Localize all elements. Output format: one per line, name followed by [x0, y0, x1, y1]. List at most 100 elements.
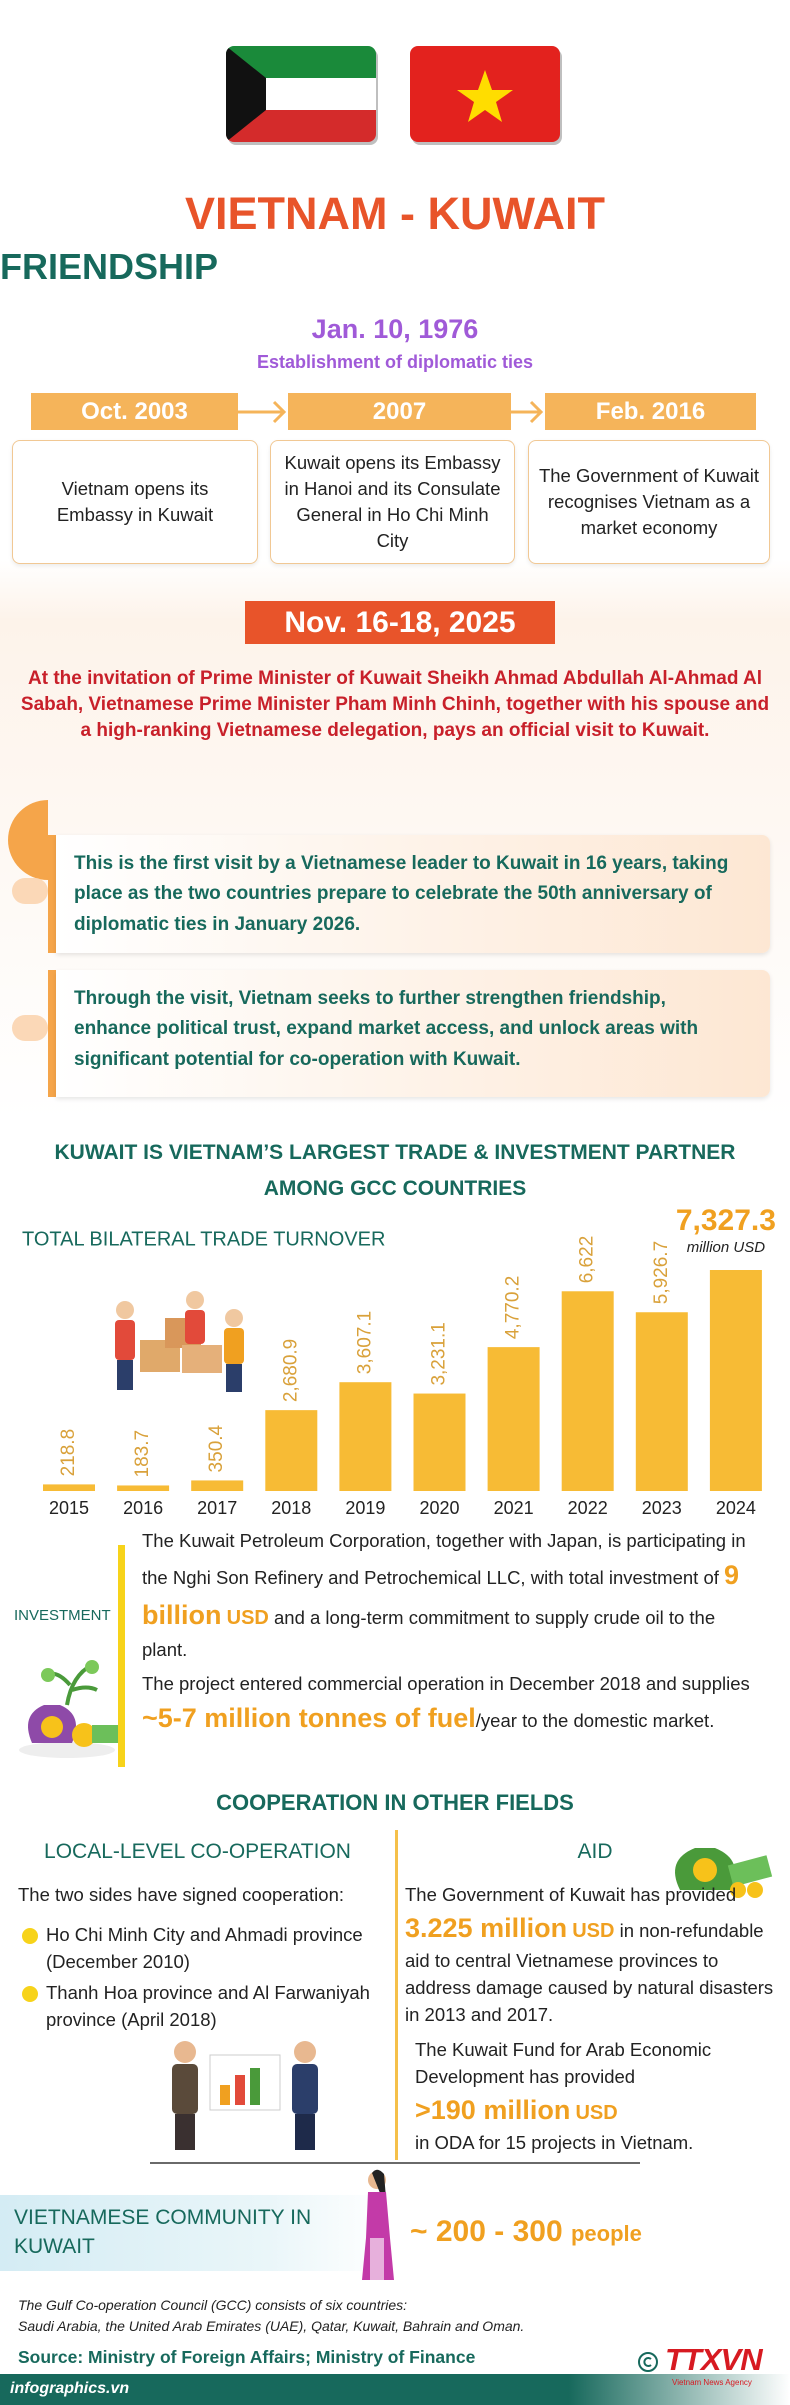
timeline-arrow: [238, 400, 287, 424]
bar: [561, 1291, 614, 1491]
community-value: ~ 200 - 300 people: [410, 2215, 642, 2249]
text: The Kuwait Fund for Arab Economic Develo…: [415, 2039, 712, 2087]
ao-dai-illustration: [362, 2169, 394, 2280]
visit-date: Nov. 16-18, 2025: [245, 601, 555, 644]
separator: [150, 2162, 640, 2164]
established-date: Jan. 10, 1976: [311, 314, 479, 344]
x-tick-label: 2020: [419, 1498, 459, 1518]
investment-label: INVESTMENT: [14, 1607, 111, 1624]
workers-illustration: [115, 1291, 244, 1392]
logo-caption: Vietnam News Agency: [672, 2378, 752, 2387]
trade-heading: KUWAIT IS VIETNAM’S LARGEST TRADE & INVE…: [54, 1141, 736, 1200]
timeline-text: The Government of Kuwait recognises Viet…: [528, 440, 770, 564]
bar: [339, 1382, 392, 1491]
decor-tab: [12, 878, 48, 904]
trade-chart: TOTAL BILATERAL TRADE TURNOVER 2015 218.8 2…: [22, 1204, 776, 1518]
aid-title: AID: [577, 1840, 613, 1863]
timeline-text: Kuwait opens its Embassy in Hanoi and it…: [270, 440, 515, 564]
x-tick-label: 2016: [123, 1498, 163, 1518]
highlight: ~5-7 million tonnes of fuel: [142, 1702, 476, 1733]
text: in non-refundable aid to central Vietnam…: [405, 1919, 774, 2025]
x-tick-label: 2022: [568, 1498, 608, 1518]
subtitle: FRIENDSHIP: [0, 246, 219, 287]
point-bar: [48, 835, 56, 953]
timeline-text-content: Vietnam opens its Embassy in Kuwait: [56, 478, 214, 525]
bar: [487, 1347, 540, 1491]
unit: people: [570, 2221, 642, 2246]
bar: [709, 1270, 762, 1491]
highlight: 9 billion: [142, 1559, 740, 1631]
text: in ODA for 15 projects in Vietnam.: [415, 2131, 694, 2153]
investment-bar: [118, 1545, 125, 1767]
value-label: 7,327.3: [676, 1204, 776, 1237]
value-label: 3,607.1: [354, 1311, 375, 1374]
value-label: 2,680.9: [280, 1339, 301, 1402]
value-label: 183.7: [132, 1430, 153, 1478]
community-box: [0, 2195, 385, 2271]
gcc-note: Saudi Arabia, the United Arab Emirates (…: [18, 2318, 525, 2334]
investment-paragraph: The project entered commercial operation…: [142, 1670, 762, 1738]
decor-semicircle: [8, 800, 48, 880]
aid-paragraph: The Government of Kuwait has provided 3.2…: [405, 1882, 775, 2028]
gcc-note-title: The Gulf Co-operation Council (GCC) cons…: [18, 2297, 408, 2313]
bullet: [22, 1928, 38, 1944]
text: Thanh Hoa province and Al Farwaniyah pro…: [46, 1982, 370, 2030]
divider: [395, 1830, 398, 2160]
value-label: 218.8: [58, 1429, 79, 1477]
text: /year to the domestic market.: [475, 1709, 715, 1731]
chart-title: TOTAL BILATERAL TRADE TURNOVER: [22, 1228, 385, 1250]
local-title: LOCAL-LEVEL CO-OPERATION: [44, 1840, 351, 1863]
logo: TTXVN: [665, 2342, 763, 2377]
value-label: 6,622: [577, 1236, 598, 1284]
timeline-date: Oct. 2003: [31, 393, 238, 430]
timeline-text: Vietnam opens its Embassy in Kuwait: [12, 440, 258, 564]
highlight-unit: USD: [226, 1607, 269, 1630]
bar: [117, 1485, 170, 1491]
x-tick-label: 2017: [197, 1498, 237, 1518]
text: The project entered commercial operation…: [142, 1673, 750, 1694]
source: Source: Ministry of Foreign Affairs; Min…: [18, 2347, 476, 2367]
text: The Government of Kuwait has provided: [405, 1884, 737, 1905]
local-intro: The two sides have signed cooperation:: [18, 1884, 345, 1905]
point-bar: [48, 970, 56, 1097]
local-item: Ho Chi Minh City and Ahmadi province (De…: [22, 1922, 372, 1976]
text: Ho Chi Minh City and Ahmadi province (De…: [46, 1924, 363, 1972]
site: infographics.vn: [10, 2380, 130, 2397]
highlight: >190 million: [415, 2094, 571, 2125]
x-tick-label: 2015: [49, 1498, 89, 1518]
vietnam-flag: [410, 46, 562, 145]
value-label: 350.4: [206, 1424, 227, 1472]
bullet: [22, 1986, 38, 2002]
timeline-text-content: Kuwait opens its Embassy in Hanoi and it…: [284, 452, 501, 551]
money-bag-icon: [675, 1848, 773, 1898]
copyright-icon: [638, 2352, 658, 2372]
timeline-arrow: [511, 400, 544, 424]
value-label: 4,770.2: [503, 1276, 524, 1339]
timeline-date: 2007: [288, 393, 511, 430]
bar: [265, 1410, 318, 1491]
visit-point: This is the first visit by a Vietnamese …: [56, 835, 770, 953]
cooperation-heading: COOPERATION IN OTHER FIELDS: [216, 1790, 574, 1815]
visit-intro: At the invitation of Prime Minister of K…: [20, 668, 770, 742]
community-title: VIETNAMESE COMMUNITY IN KUWAIT: [14, 2206, 312, 2259]
value-label: 5,926.7: [651, 1241, 672, 1304]
x-tick-label: 2018: [271, 1498, 311, 1518]
timeline-date: Feb. 2016: [545, 393, 756, 430]
x-tick-label: 2019: [345, 1498, 385, 1518]
value-label: 3,231.1: [429, 1322, 450, 1385]
x-tick-label: 2023: [642, 1498, 682, 1518]
x-tick-label: 2021: [494, 1498, 534, 1518]
bar: [191, 1480, 244, 1491]
highlight: 3.225 million: [405, 1912, 568, 1943]
local-item: Thanh Hoa province and Al Farwaniyah pro…: [22, 1980, 372, 2034]
text: and a long-term commitment to supply cru…: [142, 1607, 716, 1660]
bar: [413, 1393, 466, 1491]
visit-point: Through the visit, Vietnam seeks to furt…: [56, 970, 770, 1097]
money-icon: [19, 1660, 118, 1758]
value: ~ 200 - 300: [410, 2215, 563, 2248]
meeting-illustration: [172, 2041, 318, 2150]
bar: [43, 1484, 95, 1491]
title: VIETNAM - KUWAIT: [185, 188, 605, 239]
investment-paragraph: The Kuwait Petroleum Corporation, togeth…: [142, 1527, 762, 1664]
